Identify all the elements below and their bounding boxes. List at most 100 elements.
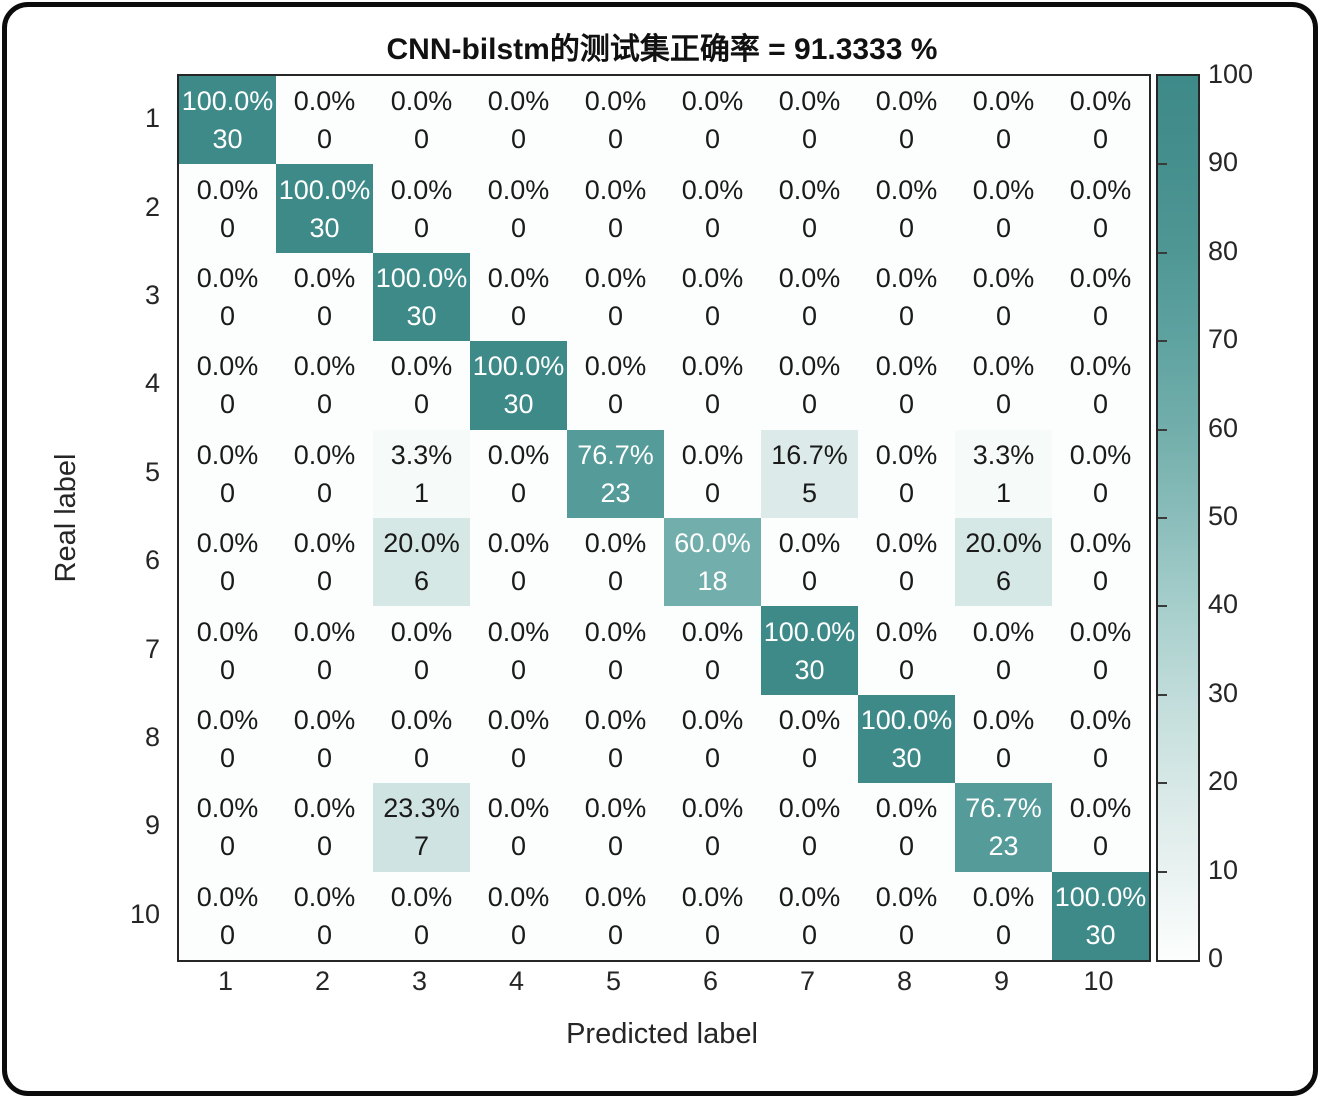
cell-count: 0 bbox=[898, 477, 915, 508]
colorbar-tick-30 bbox=[1158, 693, 1167, 696]
cell-percent: 0.0% bbox=[487, 439, 550, 470]
cell-count: 0 bbox=[510, 742, 527, 773]
cell-count: 0 bbox=[995, 654, 1012, 685]
cell-count: 0 bbox=[607, 831, 624, 862]
cell-percent: 76.7% bbox=[577, 439, 654, 470]
cell-percent: 0.0% bbox=[681, 439, 744, 470]
matrix-cell-r9-c10: 0.0% 0 bbox=[1052, 783, 1149, 872]
matrix-cell-r3-c8: 0.0% 0 bbox=[858, 252, 955, 342]
cell-percent: 0.0% bbox=[196, 174, 259, 205]
matrix-cell-r7-c10: 0.0% 0 bbox=[1052, 606, 1149, 695]
cell-percent: 100.0% bbox=[1054, 881, 1147, 912]
cell-percent: 0.0% bbox=[293, 881, 356, 912]
matrix-cell-r2-c9: 0.0% 0 bbox=[955, 164, 1052, 253]
cell-count: 0 bbox=[219, 831, 236, 862]
matrix-cell-r9-c9: 76.7% 23 bbox=[955, 783, 1052, 872]
colorbar bbox=[1156, 74, 1200, 962]
cell-percent: 0.0% bbox=[293, 351, 356, 382]
matrix-cell-r10-c8: 0.0% 0 bbox=[858, 871, 955, 960]
cell-count: 0 bbox=[607, 124, 624, 155]
cell-count: 0 bbox=[801, 566, 818, 597]
cell-percent: 0.0% bbox=[293, 439, 356, 470]
cell-count: 0 bbox=[607, 300, 624, 331]
cell-count: 23 bbox=[600, 477, 631, 508]
matrix-cell-r7-c2: 0.0% 0 bbox=[276, 606, 373, 695]
cell-percent: 0.0% bbox=[875, 351, 938, 382]
cell-count: 0 bbox=[1092, 566, 1109, 597]
matrix-cell-r4-c8: 0.0% 0 bbox=[858, 341, 955, 430]
cell-count: 0 bbox=[413, 389, 430, 420]
cell-percent: 0.0% bbox=[584, 174, 647, 205]
cell-count: 0 bbox=[704, 654, 721, 685]
matrix-cell-r10-c9: 0.0% 0 bbox=[955, 871, 1052, 960]
cell-percent: 100.0% bbox=[860, 704, 953, 735]
cell-count: 1 bbox=[995, 477, 1012, 508]
cell-percent: 0.0% bbox=[390, 174, 453, 205]
cell-count: 0 bbox=[704, 477, 721, 508]
y-tick-label-3: 3 bbox=[144, 280, 160, 310]
matrix-cell-r4-c4: 100.0% 30 bbox=[470, 341, 567, 430]
x-tick-label-2: 2 bbox=[314, 966, 331, 996]
y-tick-label-1: 1 bbox=[144, 103, 160, 134]
cell-percent: 0.0% bbox=[584, 616, 647, 647]
cell-percent: 100.0% bbox=[375, 262, 468, 293]
cell-count: 0 bbox=[1092, 831, 1109, 862]
cell-percent: 0.0% bbox=[584, 793, 647, 824]
cell-count: 0 bbox=[995, 742, 1012, 773]
cell-percent: 3.3% bbox=[390, 439, 453, 470]
cell-count: 0 bbox=[316, 654, 333, 685]
cell-count: 0 bbox=[995, 212, 1012, 243]
matrix-cell-r8-c5: 0.0% 0 bbox=[567, 694, 664, 784]
matrix-cell-r9-c4: 0.0% 0 bbox=[470, 783, 567, 872]
matrix-cell-r2-c6: 0.0% 0 bbox=[664, 164, 761, 253]
cell-count: 0 bbox=[1092, 300, 1109, 331]
cell-percent: 0.0% bbox=[487, 262, 550, 293]
matrix-cell-r8-c2: 0.0% 0 bbox=[276, 694, 373, 784]
cell-percent: 0.0% bbox=[778, 262, 841, 293]
cell-percent: 0.0% bbox=[390, 881, 453, 912]
colorbar-tick-label-0: 0 bbox=[1208, 943, 1224, 973]
matrix-cell-r1-c3: 0.0% 0 bbox=[373, 76, 470, 165]
cell-percent: 3.3% bbox=[972, 439, 1035, 470]
matrix-cell-r7-c8: 0.0% 0 bbox=[858, 606, 955, 695]
cell-percent: 0.0% bbox=[1069, 439, 1132, 470]
cell-percent: 0.0% bbox=[293, 793, 356, 824]
matrix-cell-r7-c5: 0.0% 0 bbox=[567, 606, 664, 695]
cell-count: 30 bbox=[212, 124, 243, 155]
cell-count: 0 bbox=[898, 919, 915, 950]
cell-percent: 0.0% bbox=[972, 174, 1035, 205]
matrix-cell-r1-c9: 0.0% 0 bbox=[955, 76, 1052, 165]
cell-percent: 0.0% bbox=[293, 704, 356, 735]
cell-count: 0 bbox=[510, 654, 527, 685]
cell-count: 30 bbox=[1085, 919, 1116, 950]
cell-percent: 0.0% bbox=[681, 793, 744, 824]
matrix-cell-r2-c2: 100.0% 30 bbox=[276, 164, 373, 253]
cell-count: 0 bbox=[219, 919, 236, 950]
cell-percent: 0.0% bbox=[487, 616, 550, 647]
cell-count: 0 bbox=[219, 389, 236, 420]
matrix-cell-r8-c6: 0.0% 0 bbox=[664, 694, 761, 784]
cell-count: 0 bbox=[704, 389, 721, 420]
matrix-cell-r4-c1: 0.0% 0 bbox=[179, 341, 276, 430]
cell-percent: 0.0% bbox=[390, 351, 453, 382]
cell-count: 0 bbox=[995, 300, 1012, 331]
matrix-cell-r2-c8: 0.0% 0 bbox=[858, 164, 955, 253]
cell-percent: 0.0% bbox=[681, 174, 744, 205]
cell-percent: 0.0% bbox=[390, 704, 453, 735]
matrix-cell-r1-c8: 0.0% 0 bbox=[858, 76, 955, 165]
cell-percent: 0.0% bbox=[196, 704, 259, 735]
cell-percent: 0.0% bbox=[972, 86, 1035, 117]
cell-percent: 0.0% bbox=[875, 86, 938, 117]
cell-count: 0 bbox=[1092, 212, 1109, 243]
cell-percent: 0.0% bbox=[778, 174, 841, 205]
cell-count: 0 bbox=[413, 742, 430, 773]
cell-percent: 0.0% bbox=[293, 86, 356, 117]
cell-count: 0 bbox=[801, 742, 818, 773]
cell-percent: 0.0% bbox=[972, 881, 1035, 912]
matrix-cell-r7-c3: 0.0% 0 bbox=[373, 606, 470, 695]
matrix-cell-r4-c10: 0.0% 0 bbox=[1052, 341, 1149, 430]
matrix-cell-r3-c4: 0.0% 0 bbox=[470, 252, 567, 342]
matrix-cell-r5-c7: 16.7% 5 bbox=[761, 429, 858, 518]
cell-count: 0 bbox=[704, 742, 721, 773]
